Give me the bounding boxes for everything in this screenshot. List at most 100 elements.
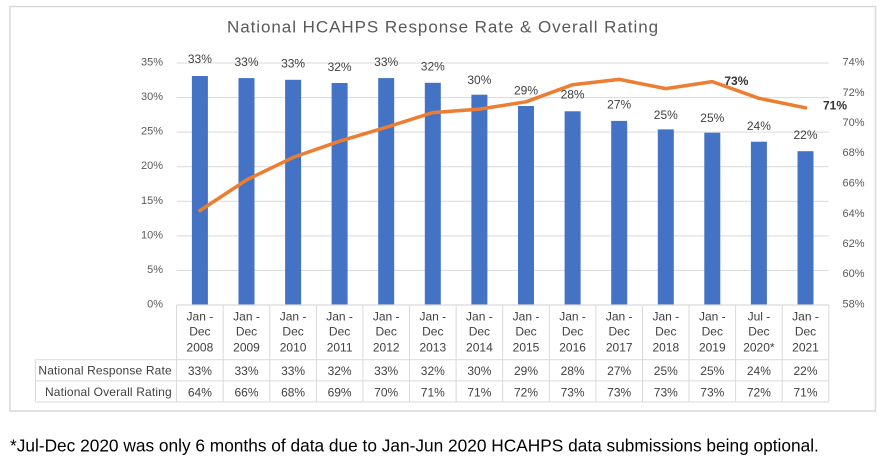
svg-text:72%: 72%	[514, 385, 538, 399]
svg-text:33%: 33%	[374, 364, 398, 378]
svg-text:72%: 72%	[747, 385, 771, 399]
svg-text:73%: 73%	[607, 385, 631, 399]
svg-text:Dec: Dec	[562, 324, 583, 338]
svg-text:Jan -: Jan -	[326, 309, 353, 323]
svg-text:Jan -: Jan -	[559, 309, 586, 323]
svg-text:73%: 73%	[700, 385, 724, 399]
svg-text:Jan -: Jan -	[373, 309, 400, 323]
svg-text:Dec: Dec	[329, 324, 350, 338]
svg-text:33%: 33%	[234, 55, 258, 69]
svg-text:Dec: Dec	[469, 324, 490, 338]
svg-text:Jan -: Jan -	[280, 309, 307, 323]
svg-text:2020*: 2020*	[743, 341, 775, 355]
svg-text:Jan -: Jan -	[699, 309, 726, 323]
svg-text:2014: 2014	[466, 341, 493, 355]
svg-text:10%: 10%	[141, 229, 163, 241]
svg-text:2017: 2017	[606, 341, 633, 355]
svg-text:32%: 32%	[328, 364, 352, 378]
svg-text:2021: 2021	[792, 341, 819, 355]
svg-text:71%: 71%	[467, 385, 491, 399]
svg-text:2016: 2016	[559, 341, 586, 355]
svg-text:2013: 2013	[419, 341, 446, 355]
svg-text:33%: 33%	[281, 57, 305, 71]
svg-text:68%: 68%	[843, 147, 865, 159]
svg-text:33%: 33%	[374, 55, 398, 69]
svg-text:66%: 66%	[843, 178, 865, 190]
svg-text:72%: 72%	[843, 87, 865, 99]
svg-text:Jan -: Jan -	[419, 309, 446, 323]
svg-text:70%: 70%	[374, 385, 398, 399]
svg-text:32%: 32%	[421, 364, 445, 378]
svg-text:25%: 25%	[700, 111, 724, 125]
svg-text:Dec: Dec	[236, 324, 257, 338]
svg-text:*Jul-Dec 2020 was only 6 month: *Jul-Dec 2020 was only 6 months of data …	[10, 435, 819, 455]
svg-text:Dec: Dec	[609, 324, 630, 338]
svg-text:Dec: Dec	[189, 324, 210, 338]
svg-text:30%: 30%	[141, 91, 163, 103]
svg-text:2015: 2015	[513, 341, 540, 355]
svg-text:Dec: Dec	[282, 324, 303, 338]
svg-text:0%: 0%	[147, 299, 163, 311]
svg-text:28%: 28%	[561, 364, 585, 378]
svg-text:25%: 25%	[654, 364, 678, 378]
svg-text:71%: 71%	[793, 385, 817, 399]
svg-text:2010: 2010	[280, 341, 307, 355]
svg-text:73%: 73%	[561, 385, 585, 399]
svg-text:Jan -: Jan -	[606, 309, 633, 323]
svg-text:25%: 25%	[141, 126, 163, 138]
svg-text:National HCAHPS Response Rate: National HCAHPS Response Rate & Overall …	[227, 18, 659, 37]
svg-text:Jan -: Jan -	[187, 309, 214, 323]
svg-text:74%: 74%	[843, 57, 865, 69]
svg-text:National Response Rate: National Response Rate	[38, 364, 172, 378]
svg-text:29%: 29%	[514, 364, 538, 378]
svg-text:32%: 32%	[328, 60, 352, 74]
svg-text:64%: 64%	[188, 385, 212, 399]
svg-text:24%: 24%	[747, 364, 771, 378]
svg-text:5%: 5%	[147, 264, 163, 276]
svg-text:64%: 64%	[843, 208, 865, 220]
svg-text:2009: 2009	[233, 341, 260, 355]
svg-text:2011: 2011	[327, 341, 353, 355]
svg-text:71%: 71%	[421, 385, 445, 399]
svg-text:33%: 33%	[188, 52, 212, 66]
svg-text:69%: 69%	[328, 385, 352, 399]
svg-text:32%: 32%	[421, 60, 445, 74]
svg-text:62%: 62%	[843, 238, 865, 250]
svg-text:33%: 33%	[281, 364, 305, 378]
svg-text:Dec: Dec	[376, 324, 397, 338]
svg-text:27%: 27%	[607, 98, 631, 112]
svg-text:Dec: Dec	[748, 324, 769, 338]
svg-text:22%: 22%	[793, 128, 817, 142]
svg-text:Jan -: Jan -	[792, 309, 819, 323]
svg-text:35%: 35%	[141, 57, 163, 69]
svg-text:Jan -: Jan -	[233, 309, 260, 323]
svg-text:Jan -: Jan -	[466, 309, 493, 323]
svg-text:Dec: Dec	[655, 324, 676, 338]
svg-text:Dec: Dec	[422, 324, 443, 338]
svg-text:68%: 68%	[281, 385, 305, 399]
svg-text:25%: 25%	[700, 364, 724, 378]
svg-text:20%: 20%	[141, 160, 163, 172]
svg-text:2019: 2019	[699, 341, 726, 355]
svg-text:National Overall Rating: National Overall Rating	[45, 385, 172, 399]
svg-text:Jan -: Jan -	[652, 309, 679, 323]
svg-text:60%: 60%	[843, 268, 865, 280]
svg-text:71%: 71%	[823, 98, 847, 112]
svg-text:30%: 30%	[467, 364, 491, 378]
svg-text:2018: 2018	[652, 341, 679, 355]
svg-text:25%: 25%	[654, 108, 678, 122]
svg-text:24%: 24%	[747, 119, 771, 133]
svg-text:Jan -: Jan -	[513, 309, 540, 323]
svg-text:Jul -: Jul -	[748, 309, 771, 323]
svg-text:28%: 28%	[561, 88, 585, 102]
svg-text:Dec: Dec	[515, 324, 536, 338]
svg-text:27%: 27%	[607, 364, 631, 378]
svg-text:73%: 73%	[724, 74, 748, 88]
svg-text:66%: 66%	[234, 385, 258, 399]
svg-text:58%: 58%	[843, 299, 865, 311]
svg-text:15%: 15%	[141, 195, 163, 207]
svg-text:33%: 33%	[188, 364, 212, 378]
svg-text:29%: 29%	[514, 84, 538, 98]
svg-text:2008: 2008	[187, 341, 214, 355]
svg-text:30%: 30%	[467, 73, 491, 87]
